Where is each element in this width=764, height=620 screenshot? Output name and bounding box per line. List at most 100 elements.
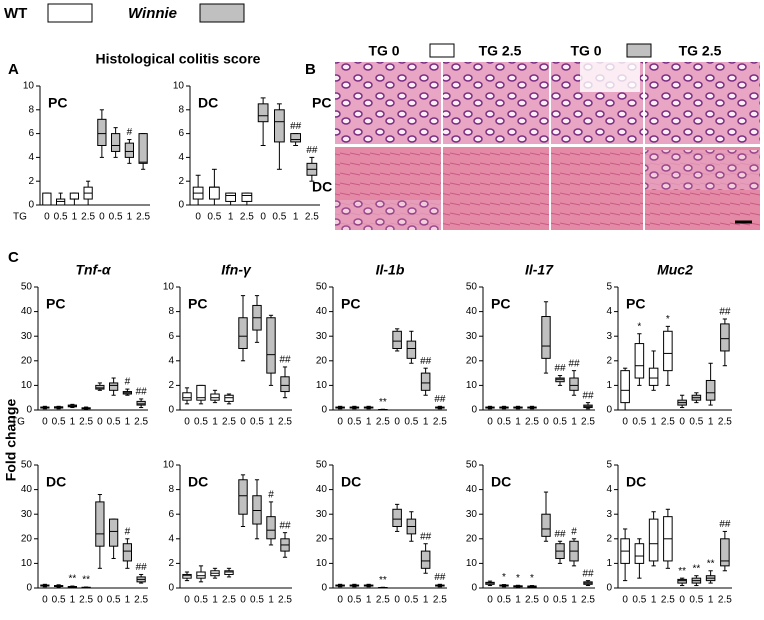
- panel-region: PC: [626, 296, 645, 312]
- x-tick-label: 0.5: [107, 417, 121, 428]
- box: [280, 376, 290, 393]
- box: [634, 343, 645, 379]
- y-tick-label: 40: [316, 306, 328, 317]
- x-tick-label: 2.5: [525, 595, 539, 606]
- x-tick-label: 2.5: [81, 212, 95, 223]
- box: [241, 192, 253, 202]
- annotation: **: [692, 563, 700, 574]
- y-label: Fold change: [3, 399, 19, 482]
- x-tick-label: 1: [72, 212, 78, 223]
- y-tick-label: 10: [163, 282, 175, 293]
- y-tick-label: 4: [28, 152, 34, 163]
- box: [252, 495, 262, 525]
- annotation: *: [637, 321, 641, 332]
- box: [663, 330, 673, 372]
- x-tick-label: 0.5: [194, 595, 208, 606]
- annotation: ##: [719, 519, 731, 530]
- x-tick-label: 1: [571, 417, 577, 428]
- annotation: **: [379, 397, 387, 408]
- x-tick-label: 1: [651, 417, 657, 428]
- x-tick-label: 2.5: [433, 417, 447, 428]
- annotation: ##: [582, 568, 594, 579]
- box: [109, 518, 119, 547]
- x-tick-label: 1: [708, 417, 714, 428]
- panel-region: DC: [46, 474, 66, 490]
- annotation: ##: [136, 387, 148, 398]
- y-tick-label: 10: [23, 81, 35, 92]
- y-tick-label: 30: [21, 331, 33, 342]
- image: [443, 62, 549, 144]
- box: [555, 377, 565, 383]
- box: [420, 550, 431, 569]
- y-tick-label: 10: [466, 558, 478, 569]
- x-tick-label: 2.5: [661, 595, 675, 606]
- box: [69, 192, 79, 200]
- panel-label: C: [8, 249, 19, 266]
- x-tick-label: 2.5: [376, 417, 390, 428]
- image: [645, 150, 760, 190]
- x-tick-label: 0: [99, 212, 105, 223]
- x-tick-label: 0: [42, 417, 48, 428]
- x-tick-label: 1: [268, 595, 274, 606]
- box: [42, 192, 52, 206]
- row-label: DC: [312, 179, 332, 195]
- x-tick-label: 2.5: [278, 417, 292, 428]
- annotation: **: [68, 574, 76, 585]
- box: [392, 508, 402, 527]
- y-tick-label: 6: [178, 128, 184, 139]
- box: [620, 370, 630, 404]
- chart-title: Ifn-γ: [221, 262, 252, 278]
- x-tick-label: 0.5: [689, 595, 703, 606]
- column-label: TG 0: [368, 43, 399, 59]
- y-tick-label: 50: [316, 282, 328, 293]
- box: [648, 367, 659, 386]
- y-tick-label: 3: [606, 509, 612, 520]
- x-tick-label: 1: [228, 212, 234, 223]
- y-tick-label: 20: [316, 355, 328, 366]
- x-tick-label: 0: [260, 212, 266, 223]
- box: [124, 142, 134, 158]
- x-tick-label: 1: [423, 417, 429, 428]
- annotation: *: [516, 573, 520, 584]
- y-tick-label: 40: [21, 484, 33, 495]
- x-tick-label: 2.5: [222, 417, 236, 428]
- x-tick-label: 0.5: [347, 595, 361, 606]
- x-tick-label: 0.5: [54, 212, 68, 223]
- x-tick-label: 2.5: [79, 417, 93, 428]
- box: [136, 400, 146, 406]
- x-tick-label: 0: [97, 417, 103, 428]
- box: [196, 384, 206, 401]
- x-tick-label: 0.5: [553, 595, 567, 606]
- y-tick-label: 2: [28, 176, 34, 187]
- x-tick-label: 0.5: [632, 595, 646, 606]
- x-tick-label: 1: [293, 212, 299, 223]
- x-tick-label: 2.5: [718, 595, 732, 606]
- box: [138, 133, 148, 164]
- y-tick-label: 1: [606, 380, 612, 391]
- x-tick-label: 0.5: [347, 417, 361, 428]
- x-tick-label: 0.5: [109, 212, 123, 223]
- x-tick-label: 0: [240, 417, 246, 428]
- group-swatch: [626, 43, 652, 58]
- box: [705, 379, 716, 401]
- box: [122, 543, 132, 562]
- x-tick-label: 1: [515, 417, 521, 428]
- x-tick-label: 2.5: [581, 417, 595, 428]
- x-tick-label: 0.5: [404, 417, 418, 428]
- annotation: ##: [279, 355, 291, 366]
- x-tick-label: 0: [487, 417, 493, 428]
- y-tick-label: 0: [178, 200, 184, 211]
- y-tick-label: 20: [21, 533, 33, 544]
- annotation: ##: [290, 121, 302, 132]
- y-tick-label: 40: [466, 484, 478, 495]
- y-tick-label: 8: [168, 484, 174, 495]
- x-tick-label: 2.5: [240, 212, 254, 223]
- x-tick-label: 2.5: [136, 212, 150, 223]
- y-tick-label: 10: [163, 460, 175, 471]
- annotation: **: [379, 575, 387, 586]
- box: [720, 323, 730, 352]
- x-tick-label: 0: [679, 417, 685, 428]
- x-tick-label: 2.5: [222, 595, 236, 606]
- x-tick-label: 2.5: [278, 595, 292, 606]
- annotation: ##: [434, 572, 446, 583]
